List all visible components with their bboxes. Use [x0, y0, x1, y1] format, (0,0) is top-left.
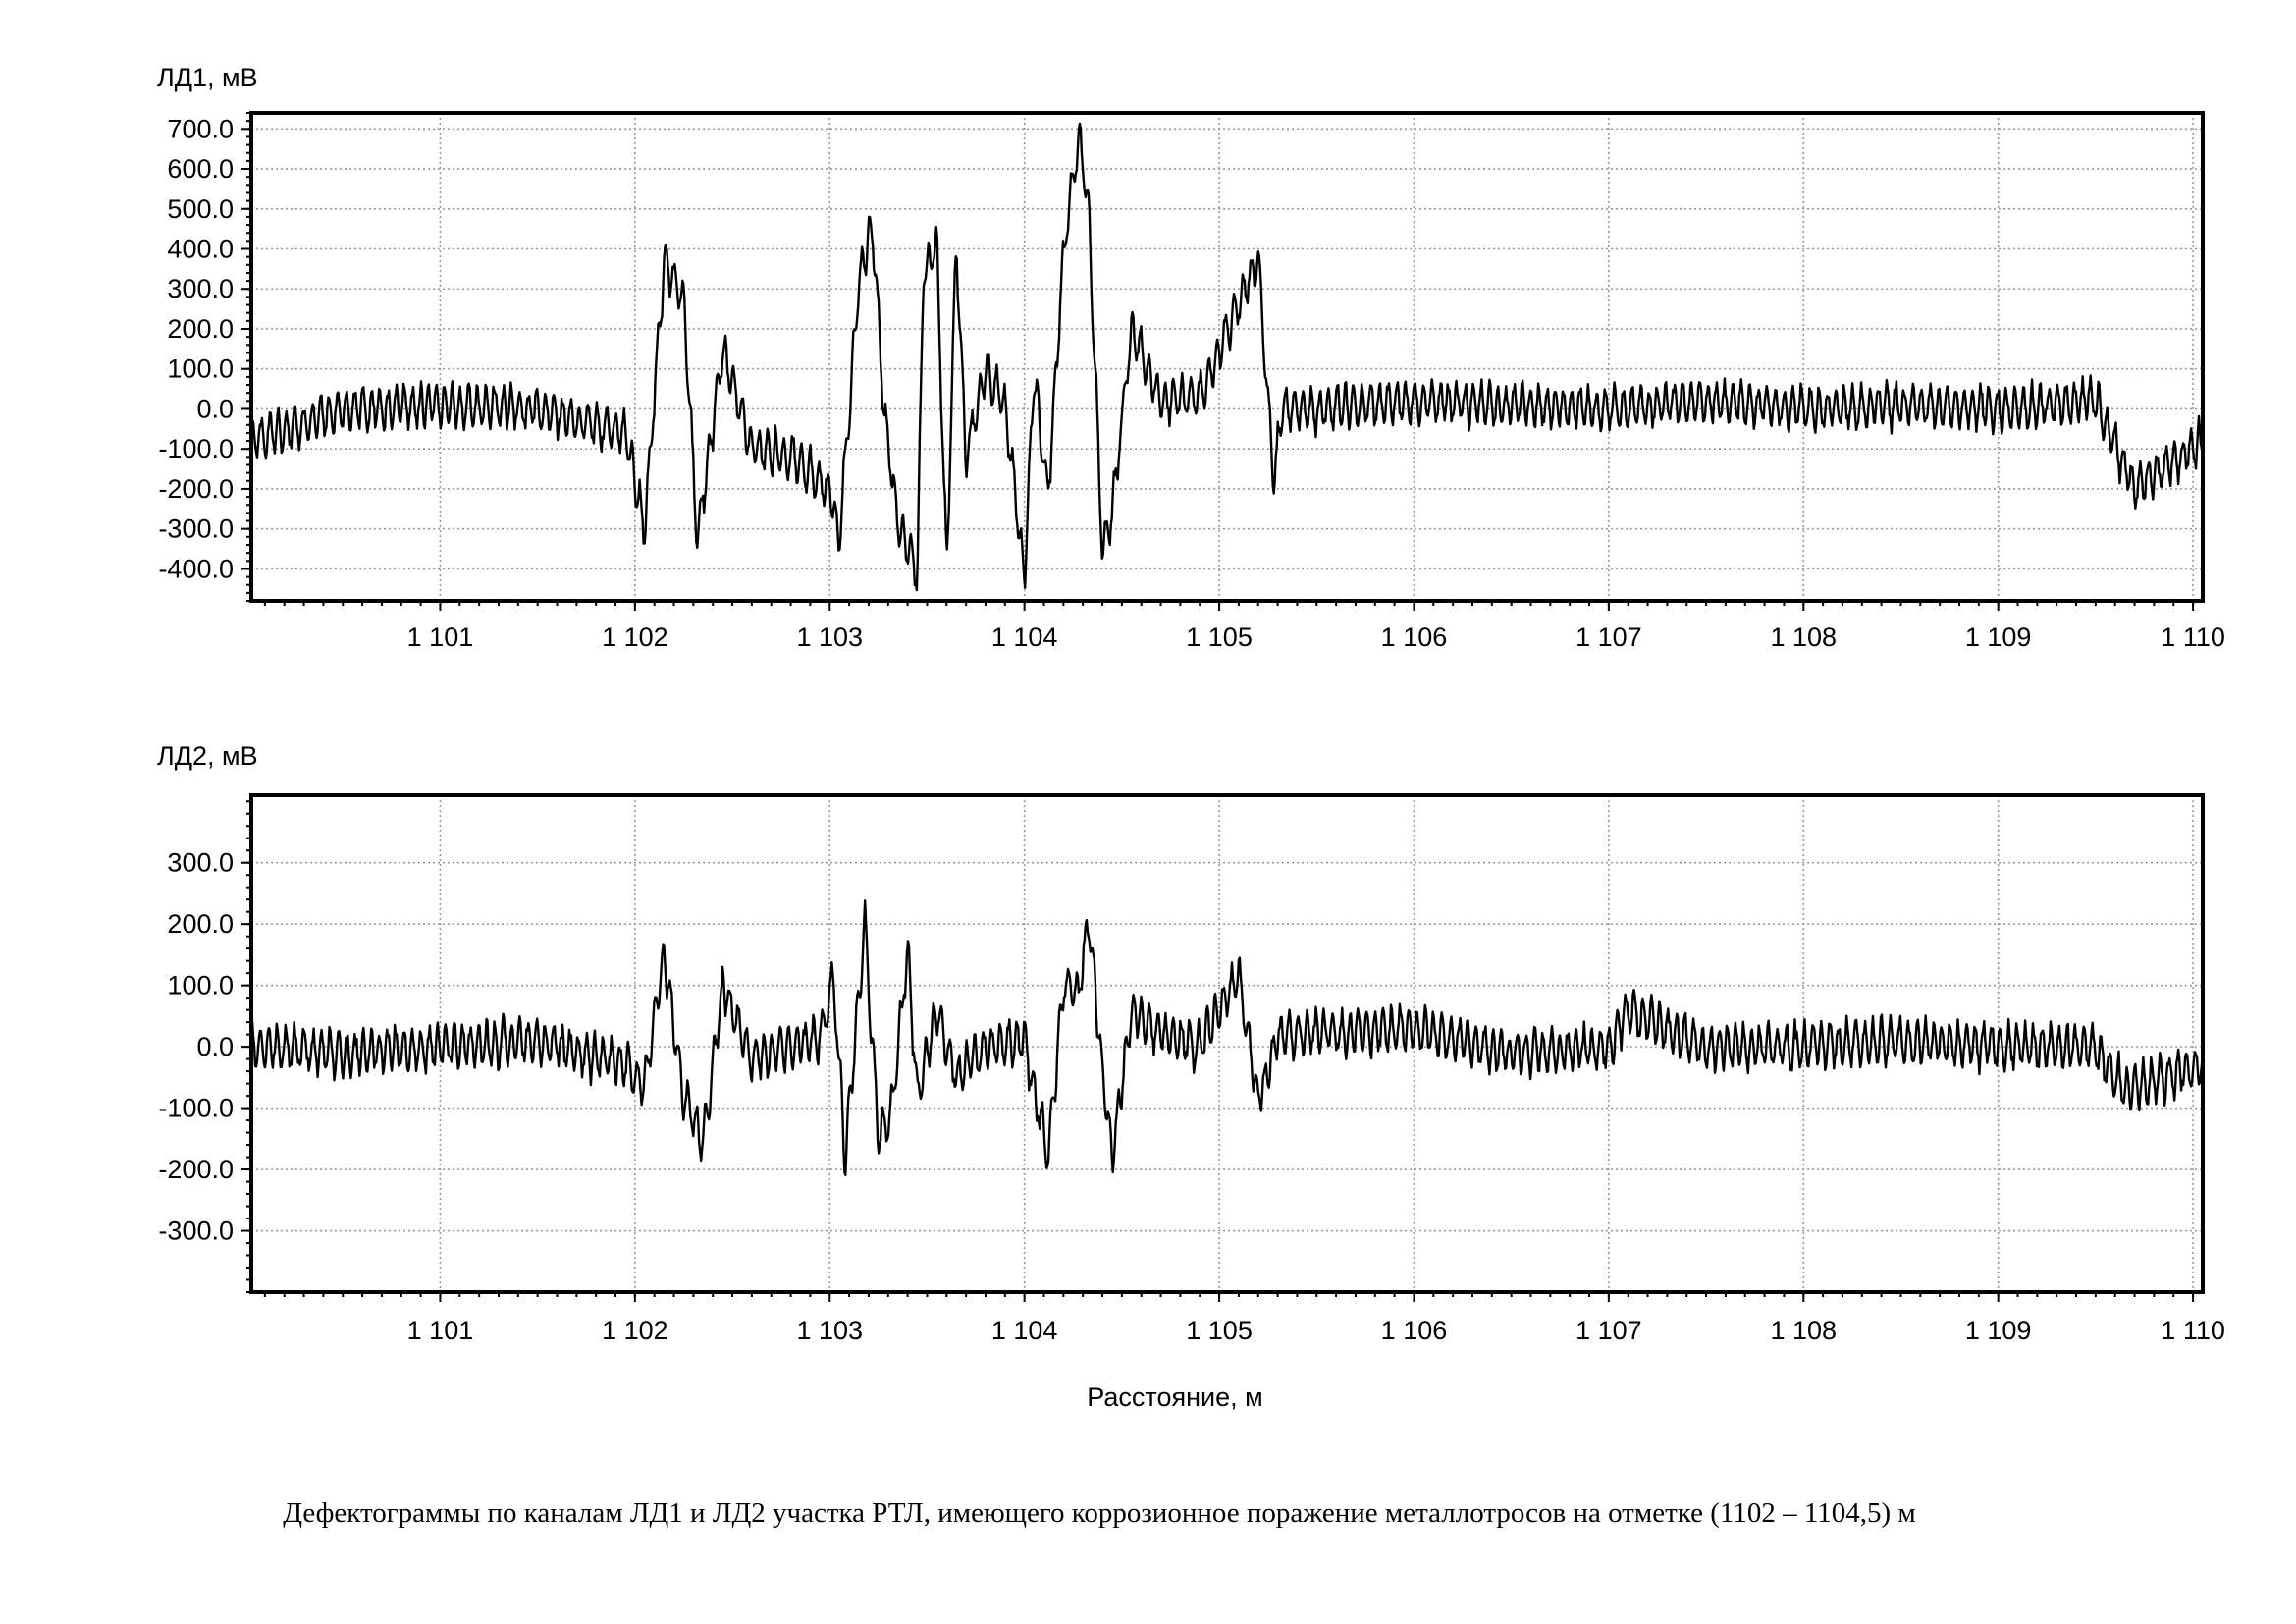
x-tick-label: 1 103	[796, 623, 863, 652]
y-axis-label-ld1: ЛД1, мВ	[157, 63, 258, 92]
x-tick-label: 1 104	[991, 1316, 1058, 1345]
plot-frame-ld1	[249, 111, 2205, 603]
y-tick-label: 0.0	[196, 1032, 234, 1061]
x-tick-label: 1 104	[991, 623, 1058, 652]
y-tick-label: 200.0	[167, 909, 234, 939]
x-tick-label: 1 105	[1186, 623, 1253, 652]
chart-ld1: ЛД1, мВ 700.0 600.0 500.0 400.0 300.0 200.0 10…	[157, 63, 2225, 652]
x-tick-label: 1 102	[602, 1316, 668, 1345]
y-tick-label: 0.0	[196, 394, 234, 423]
x-tick-label: 1 107	[1575, 623, 1642, 652]
y-tick-label: 300.0	[167, 274, 234, 303]
x-tick-label: 1 109	[1965, 1316, 2032, 1345]
y-tick-label: 600.0	[167, 154, 234, 184]
series-line-ld1	[249, 122, 2205, 592]
x-tick-label: 1 108	[1770, 1316, 1837, 1345]
y-tick-label: -300.0	[158, 1217, 234, 1246]
x-tick-label: 1 105	[1186, 1316, 1253, 1345]
y-tick-label: 500.0	[167, 194, 234, 224]
y-tick-label: 300.0	[167, 848, 234, 878]
x-tick-label: 1 109	[1965, 623, 2032, 652]
x-tick-label: 1 107	[1575, 1316, 1642, 1345]
x-tick-label: 1 101	[407, 623, 474, 652]
x-tick-label: 1 102	[602, 623, 668, 652]
x-tick-label: 1 106	[1381, 623, 1448, 652]
y-tick-label: 200.0	[167, 314, 234, 344]
x-tick-label: 1 108	[1770, 623, 1837, 652]
x-axis-label: Расстояние, м	[1087, 1382, 1262, 1412]
x-tick-label: 1 103	[796, 1316, 863, 1345]
plot-frame-ld2	[249, 793, 2205, 1294]
x-tick-label: 1 110	[2161, 1316, 2225, 1345]
y-axis-label-ld2: ЛД2, мВ	[157, 741, 258, 771]
y-tick-label: 100.0	[167, 354, 234, 384]
y-tick-label: 100.0	[167, 971, 234, 1001]
x-tick-label: 1 110	[2161, 623, 2225, 652]
x-tick-label: 1 106	[1381, 1316, 1448, 1345]
x-tick-label: 1 101	[407, 1316, 474, 1345]
y-tick-label: -400.0	[158, 554, 234, 583]
figure-caption: Дефектограммы по каналам ЛД1 и ЛД2 участ…	[283, 1497, 1916, 1529]
y-tick-label: -200.0	[158, 474, 234, 504]
y-tick-label: -300.0	[158, 514, 234, 544]
series-line-ld2	[249, 899, 2205, 1176]
y-tick-label: -100.0	[158, 434, 234, 463]
y-tick-label: -100.0	[158, 1094, 234, 1123]
y-tick-label: 400.0	[167, 235, 234, 264]
chart-ld2: ЛД2, мВ 300.0 200.0 100.0 0.0 -100.0 -200.0 -3…	[157, 741, 2225, 1345]
y-tick-label: 700.0	[167, 114, 234, 143]
y-tick-label: -200.0	[158, 1155, 234, 1184]
